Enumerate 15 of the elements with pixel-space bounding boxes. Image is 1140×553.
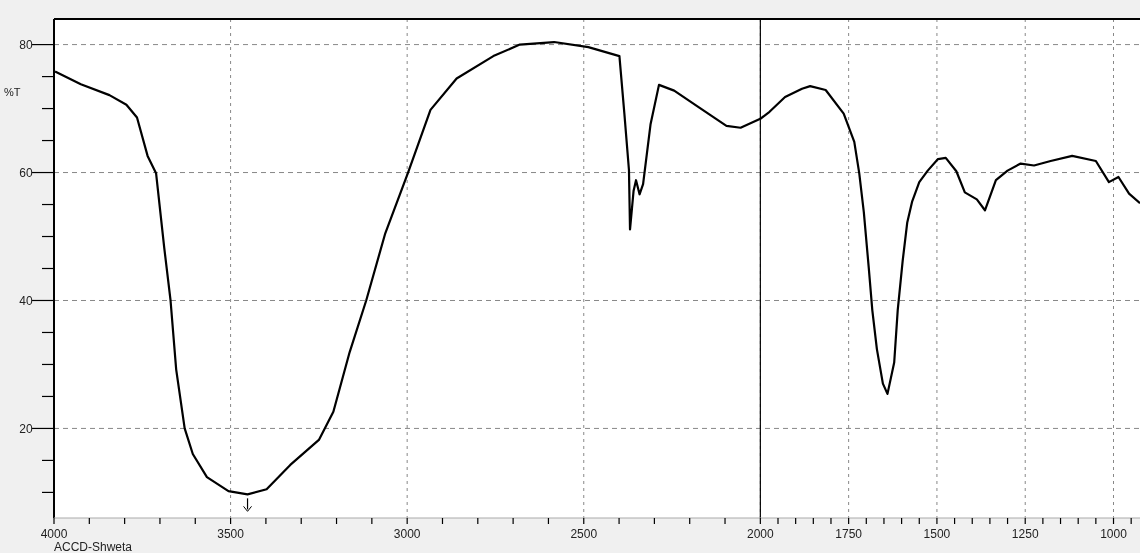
y-axis-title: %T: [4, 86, 21, 99]
x-tick-label: 1500: [923, 527, 951, 541]
x-tick-label: 1000: [1100, 527, 1128, 541]
x-tick-label: 4000: [40, 527, 68, 541]
y-tick-label: 40: [19, 293, 33, 308]
x-tick-label: 2500: [570, 527, 598, 541]
x-tick-label: 3500: [217, 527, 245, 541]
y-tick-label: 20: [19, 421, 33, 436]
y-tick-label: 80: [19, 37, 33, 52]
y-tick-label: 60: [19, 165, 33, 180]
x-tick-label: 1250: [1011, 527, 1039, 541]
x-tick-label: 2000: [746, 527, 775, 541]
x-tick-label: 1750: [835, 527, 863, 541]
text: ACCD-Shweta: [54, 540, 133, 553]
x-tick-label: 3000: [393, 527, 421, 541]
